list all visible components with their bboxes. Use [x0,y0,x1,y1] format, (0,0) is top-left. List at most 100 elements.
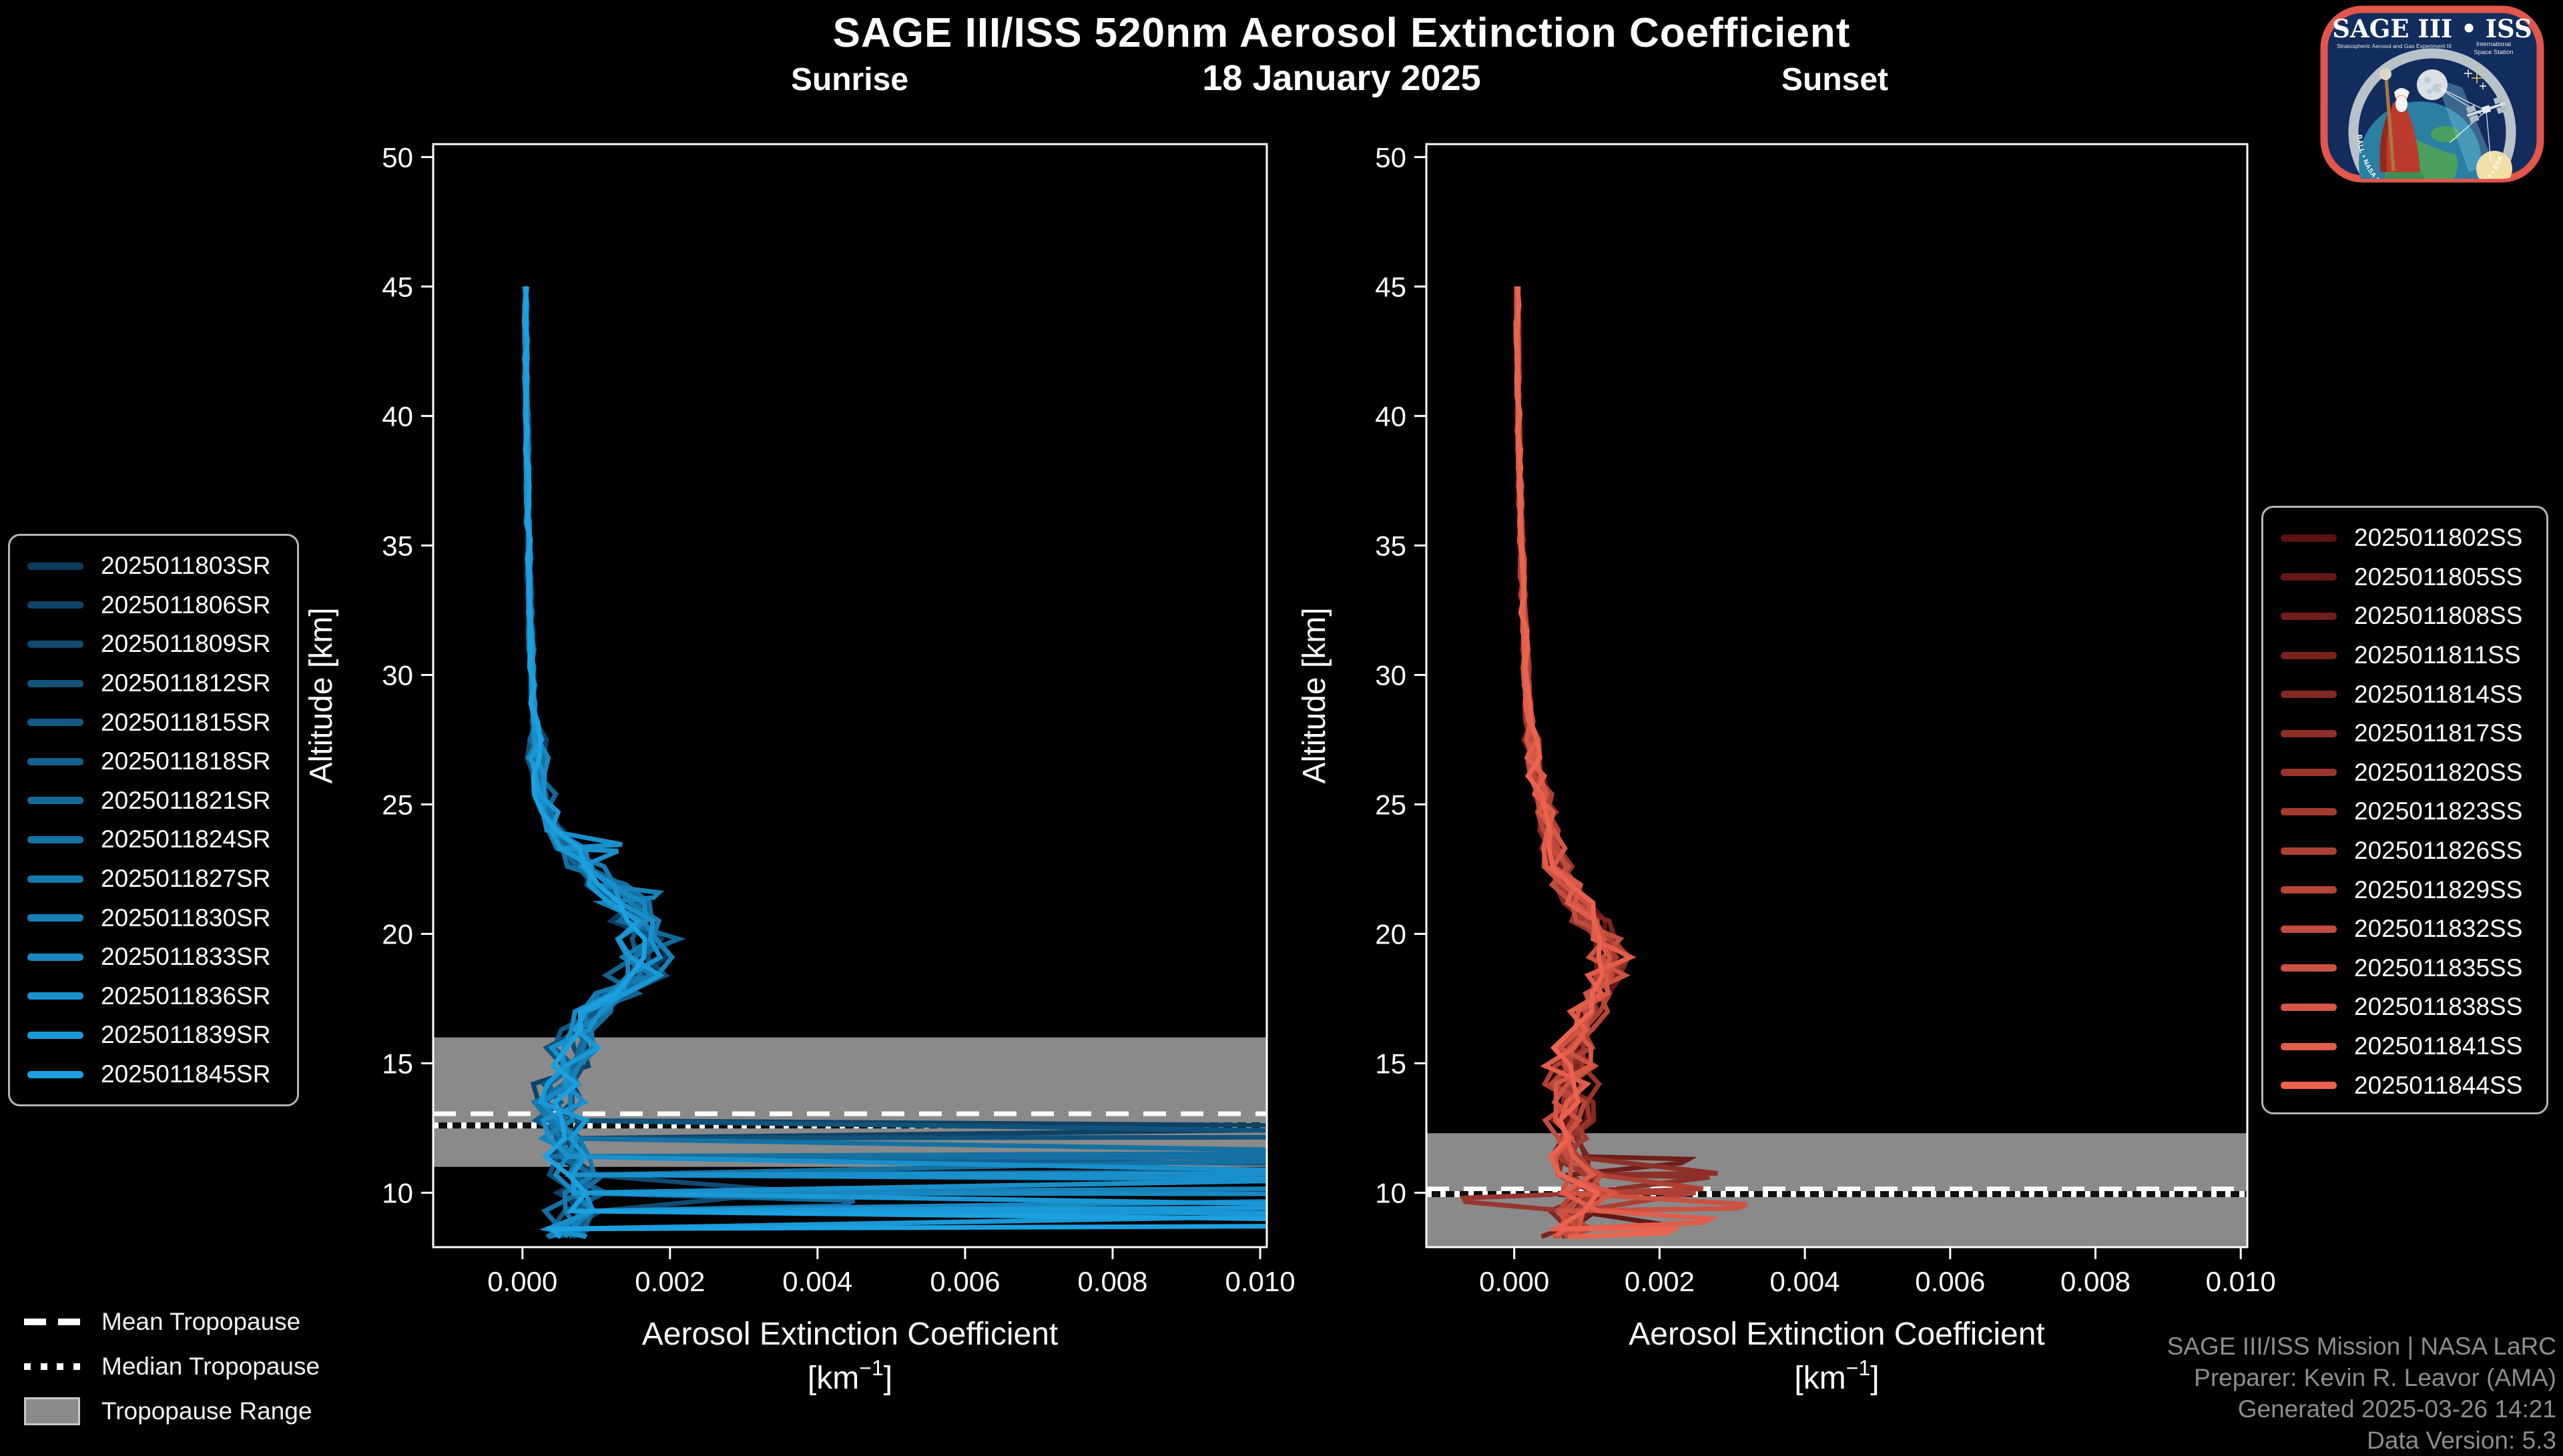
mission-patch-logo: BALL • NASA LANGLEY RESEARCH CENTER • TA… [2320,5,2544,183]
sunset-legend: 2025011802SS 2025011805SS 2025011808SS 2025… [2261,506,2548,1114]
legend-line-swatch [2281,729,2337,737]
y-tick-label: 50 [382,141,413,173]
orbit-ring-icon [2348,48,2516,179]
x-tick-label: 0.008 [2060,1266,2130,1297]
legend-item: 2025011835SS [2273,949,2546,988]
x-tick-label: 0.006 [1915,1266,1985,1297]
legend-item: 2025011829SS [2273,870,2546,909]
legend-label: 2025011811SS [2354,641,2521,669]
y-tick-label: 45 [1375,271,1406,302]
x-tick-label: 0.000 [487,1266,557,1297]
legend-line-swatch [2281,691,2337,699]
legend-line-swatch [27,992,83,1000]
legend-item: 2025011808SS [2273,597,2546,636]
x-tick-label: 0.000 [1479,1266,1549,1297]
x-tick-label: 0.008 [1077,1266,1147,1297]
light-beam [2436,79,2494,172]
legend-line-swatch [2281,1042,2337,1050]
legend-line-swatch [27,757,83,765]
profile-line-2025011835SS [1514,286,1748,1239]
legend-item: 2025011844SS [2273,1066,2546,1105]
y-tick-label: 35 [1375,530,1406,561]
legend-item: 2025011841SS [2273,1027,2546,1066]
sunrise-legend: 2025011803SR 2025011806SR 2025011809SR 2025… [8,534,299,1106]
legend-item: 2025011815SR [19,703,297,742]
legend-line-swatch [2281,534,2337,542]
observation-lines [2438,87,2492,163]
profile-line-2025011841SS [1513,286,1719,1239]
mean-tropopause-legend-item: Mean Tropopause [24,1307,320,1337]
panel-sunset: 0.000 0.002 0.004 0.006 0.008 0.010 10 15 20 25 30… [1297,141,2276,1396]
legend-line-swatch [2281,1082,2337,1090]
legend-label: 2025011845SR [101,1060,271,1088]
legend-item: 2025011802SS [2273,518,2546,558]
x-tick-label: 0.002 [635,1266,705,1297]
date-subtitle: 18 January 2025 [1202,58,1481,98]
profile-line-2025011845SR [522,286,1267,1239]
legend-item: 2025011836SR [19,977,297,1016]
legend-item: 2025011833SR [19,938,297,977]
y-tick-label: 50 [1375,141,1406,173]
x-axis-unit: [km−1] [808,1356,892,1396]
legend-label: 2025011808SS [2354,602,2523,630]
legend-item: 2025011823SS [2273,792,2546,831]
tropopause-range-legend-item: Tropopause Range [24,1396,320,1427]
legend-line-swatch [2281,847,2337,855]
credit-line: SAGE III/ISS Mission | NASA LaRC [2167,1333,2556,1360]
x-axis-label: Aerosol Extinction Coefficient [1629,1317,2044,1352]
legend-item: 2025011826SS [2273,831,2546,871]
y-tick-label: 15 [1375,1048,1406,1080]
legend-line-swatch [27,875,83,883]
legend-item: 2025011821SR [19,781,297,821]
y-tick-label: 20 [1375,918,1406,950]
legend-label: 2025011823SS [2354,797,2523,825]
legend-item: 2025011812SR [19,664,297,703]
y-tick-label: 20 [382,918,413,950]
logo-subtitle-right: Space Station [2474,49,2513,56]
legend-line-swatch [27,562,83,570]
legend-item: 2025011820SS [2273,753,2546,793]
continent-shape [2431,126,2460,142]
x-axis-label: Aerosol Extinction Coefficient [642,1317,1058,1352]
x-tick-label: 0.006 [930,1266,1000,1297]
moon-icon [2417,69,2448,100]
x-tick-label: 0.010 [1225,1266,1295,1297]
legend-label: 2025011809SR [101,630,271,658]
legend-label: 2025011805SS [2354,563,2523,591]
legend-label: 2025011818SR [101,747,271,775]
legend-line-swatch [27,835,83,843]
legend-item: 2025011818SR [19,742,297,781]
legend-label: 2025011830SR [101,903,271,932]
tropopause-range-label: Tropopause Range [101,1397,312,1425]
legend-item: 2025011832SS [2273,909,2546,949]
profile-line-2025011817SS [1514,286,1718,1239]
legend-line-swatch [2281,807,2337,815]
y-tick-label: 35 [382,530,413,561]
x-tick-label: 0.004 [1770,1266,1840,1297]
median-tropopause-legend-item: Median Tropopause [24,1351,320,1382]
y-axis-label: Altitude [km] [1297,607,1332,783]
legend-item: 2025011803SR [19,547,297,586]
legend-line-swatch [27,797,83,805]
legend-label: 2025011820SS [2354,758,2523,786]
y-tick-label: 40 [1375,400,1406,432]
mean-tropopause-dashed-swatch [24,1319,80,1325]
legend-item: 2025011845SR [19,1055,297,1094]
sun-icon [2476,151,2512,179]
y-tick-label: 40 [382,400,413,432]
y-tick-label: 10 [382,1178,413,1209]
legend-label: 2025011838SS [2354,993,2523,1021]
legend-line-swatch [27,601,83,609]
credit-line: Preparer: Kevin R. Leavor (AMA) [2194,1364,2556,1391]
legend-line-swatch [27,640,83,648]
profile-line-2025011808SS [1513,286,1697,1238]
legend-label: 2025011832SS [2354,915,2523,943]
legend-line-swatch [2281,1003,2337,1011]
legend-item: 2025011830SR [19,898,297,938]
legend-label: 2025011844SS [2354,1071,2523,1099]
legend-line-swatch [27,679,83,687]
iss-icon [2466,95,2507,123]
legend-item: 2025011805SS [2273,558,2546,597]
legend-label: 2025011803SR [101,552,271,580]
legend-label: 2025011839SR [101,1021,271,1049]
